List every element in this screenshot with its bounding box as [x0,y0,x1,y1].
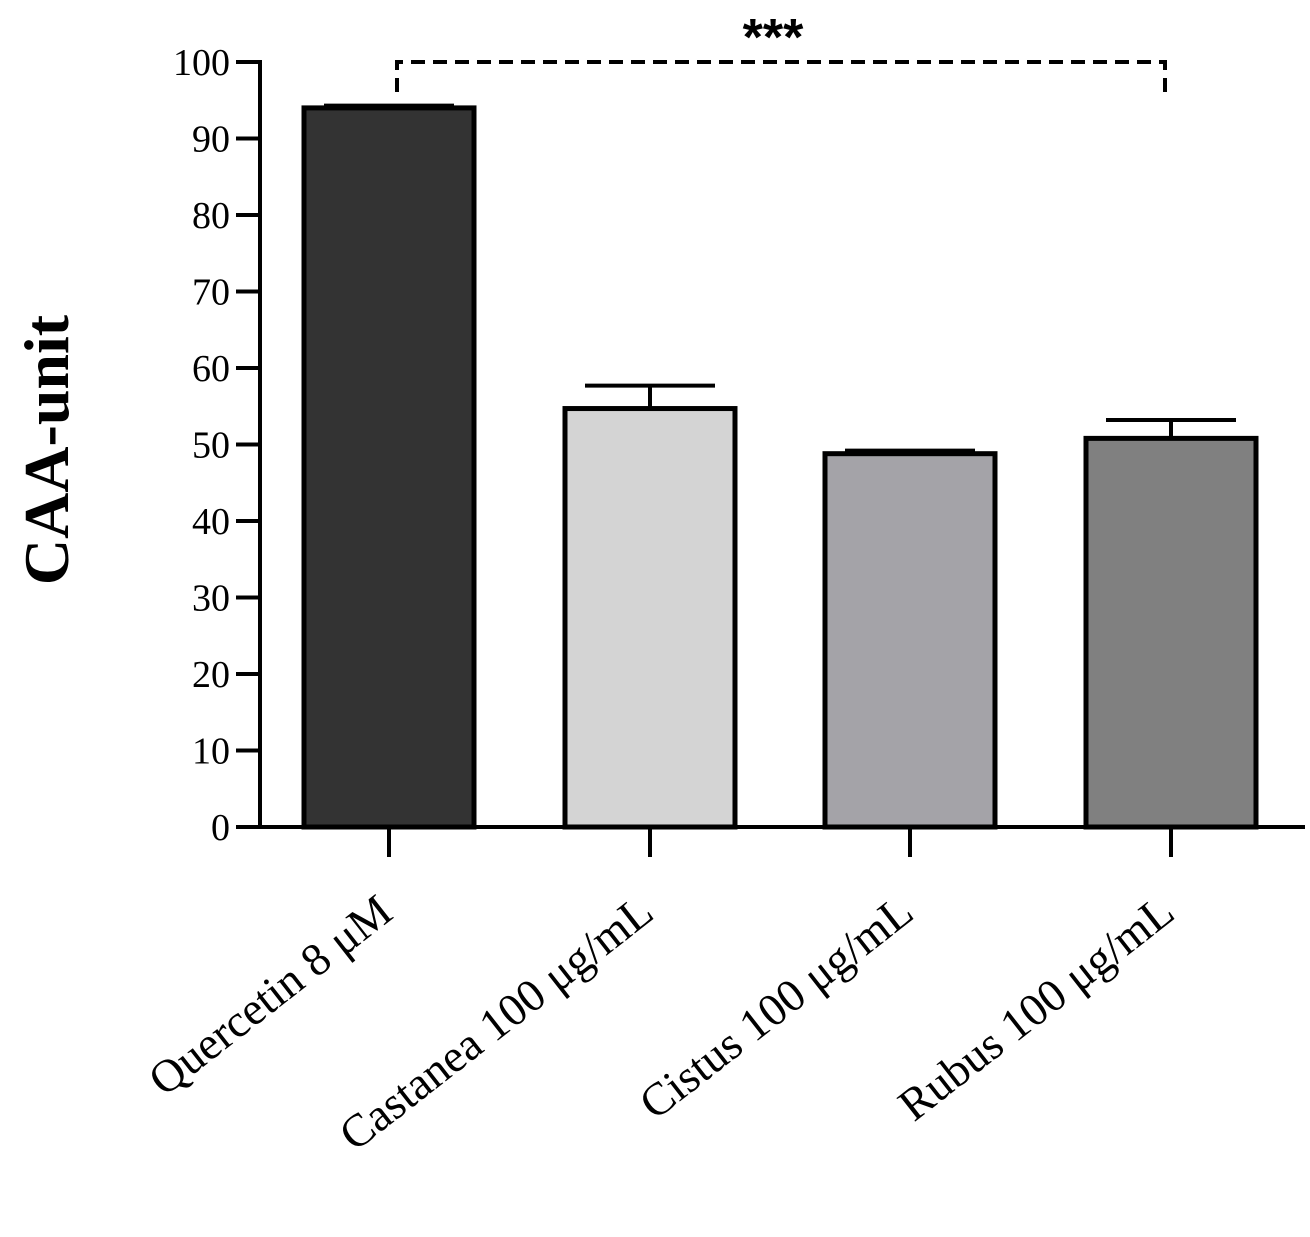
y-tick-label: 60 [192,348,230,390]
y-tick-label: 20 [192,654,230,696]
y-tick-label: 0 [211,807,230,849]
category-label: Rubus 100 μg/mL [889,885,1184,1131]
y-tick-label: 30 [192,578,230,620]
y-tick-label: 10 [192,731,230,773]
significance-label: *** [743,9,804,67]
y-axis-label: CAA-unit [11,314,82,585]
y-tick-label: 90 [192,119,230,161]
y-tick-label: 80 [192,195,230,237]
category-label: Cistus 100 μg/mL [630,885,923,1129]
y-tick-label: 100 [173,42,230,84]
bar-1 [301,105,477,830]
bar-2 [562,406,738,830]
category-label: Quercetin 8 μM [139,885,401,1106]
y-tick-label: 40 [192,501,230,543]
bar-3 [822,451,998,830]
y-tick-label: 70 [192,272,230,314]
bar-4 [1083,435,1259,830]
y-tick-label: 50 [192,425,230,467]
